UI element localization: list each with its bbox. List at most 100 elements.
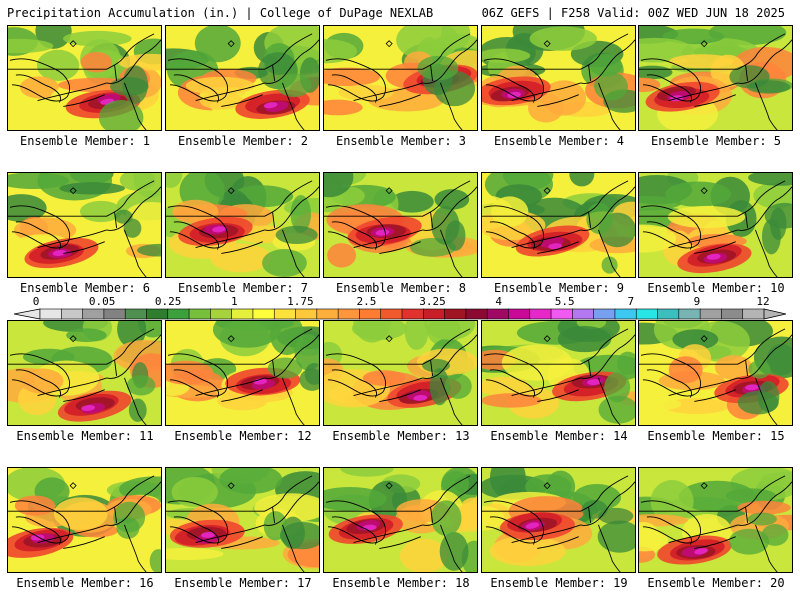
great-lakes-outline: [173, 516, 220, 545]
lake-champlain: [588, 65, 592, 81]
ensemble-member-caption: Ensemble Member: 6: [19, 281, 151, 295]
ensemble-member-map: [481, 320, 636, 426]
coastline: [422, 334, 477, 379]
great-lakes-outline: [37, 229, 107, 248]
ensemble-member-caption: Ensemble Member: 12: [174, 429, 312, 443]
us-canada-border: [324, 475, 471, 512]
precip-contour: [353, 321, 391, 343]
precip-contour: [212, 321, 281, 348]
precip-contour: [399, 538, 448, 572]
great-lakes-outline: [9, 500, 70, 544]
lake-champlain: [430, 507, 434, 523]
precip-contour: [117, 53, 161, 71]
precip-contour: [604, 372, 631, 403]
coastline: [755, 82, 778, 130]
precip-maximum: [201, 531, 215, 538]
us-canada-border: [8, 180, 155, 217]
great-lakes-outline: [15, 369, 62, 398]
color-scale-label: 0.05: [88, 295, 116, 308]
great-lakes-outline: [668, 524, 738, 543]
precip-contour: [439, 532, 469, 571]
great-lakes-outline: [694, 94, 736, 107]
precip-contour: [324, 173, 354, 198]
color-scale-swatch: [657, 308, 680, 320]
ensemble-member-map: [323, 25, 478, 131]
us-canada-border: [482, 33, 629, 70]
great-lakes-outline: [325, 353, 386, 397]
color-scale-swatch: [39, 308, 62, 320]
precip-contour: [262, 249, 307, 277]
great-lakes-outline: [173, 369, 220, 398]
us-canada-border: [324, 328, 471, 365]
great-lakes-outline: [173, 74, 220, 103]
us-canada-border: [639, 475, 786, 512]
precip-contour: [324, 67, 380, 87]
ensemble-member-caption: Ensemble Member: 2: [177, 134, 309, 148]
precip-maximum: [745, 384, 759, 391]
precip-contour: [760, 471, 792, 488]
great-lakes-outline: [640, 205, 701, 249]
color-scale-swatch: [316, 308, 339, 320]
precip-contour: [589, 53, 623, 77]
color-scale-swatch: [529, 308, 552, 320]
color-scale-swatch: [572, 308, 595, 320]
great-lakes-outline: [353, 82, 423, 101]
precip-contour: [639, 224, 677, 253]
color-scale-swatch: [252, 308, 275, 320]
coastline: [737, 39, 792, 84]
great-lakes-outline: [694, 389, 736, 402]
precip-contour: [601, 256, 618, 274]
ensemble-member-caption: Ensemble Member: 19: [490, 576, 628, 590]
color-scale-legend: 0 0.05 0.25 1 1.75 2.5 3.25 4 5.5 7 9 12: [0, 295, 800, 320]
station-marker: [543, 40, 551, 48]
great-lakes-outline: [537, 94, 579, 107]
precip-maximum: [212, 226, 226, 233]
scale-min-arrow: [13, 308, 41, 320]
great-lakes-outline: [694, 536, 736, 549]
precip-contour: [79, 200, 122, 223]
color-scale-swatch: [359, 308, 382, 320]
coastline: [598, 377, 621, 425]
precip-contour: [489, 535, 566, 567]
coastline: [737, 481, 792, 526]
great-lakes-outline: [483, 353, 544, 397]
coastline: [106, 334, 161, 379]
great-lakes-outline: [221, 389, 263, 402]
precip-contour: [639, 397, 682, 411]
color-scale-swatch: [508, 308, 531, 320]
great-lakes-outline: [668, 82, 738, 101]
ensemble-member-caption: Ensemble Member: 9: [493, 281, 625, 295]
great-lakes-outline: [9, 58, 70, 102]
precip-contour: [542, 80, 587, 116]
lake-champlain: [114, 212, 118, 228]
coastline: [737, 334, 792, 379]
ensemble-member-map: [638, 320, 793, 426]
great-lakes-outline: [167, 58, 228, 102]
ensemble-member-caption: Ensemble Member: 5: [650, 134, 782, 148]
precip-contour: [269, 321, 304, 356]
lake-champlain: [430, 360, 434, 376]
station-marker: [385, 40, 393, 48]
precip-maximum: [694, 548, 708, 555]
precip-contour: [650, 480, 694, 523]
color-scale-swatch: [231, 308, 254, 320]
ensemble-member-caption: Ensemble Member: 7: [177, 281, 309, 295]
precip-contour: [482, 393, 542, 408]
precip-contour: [586, 202, 613, 235]
scale-max-arrow: [763, 308, 787, 320]
great-lakes-outline: [489, 369, 536, 398]
color-scale-swatch: [146, 308, 169, 320]
color-scale-swatch: [337, 308, 361, 320]
precip-maximum: [52, 249, 67, 257]
color-scale-label: 0.25: [154, 295, 182, 308]
great-lakes-outline: [195, 377, 265, 396]
color-scale-label: 0: [32, 295, 40, 308]
precip-contour: [166, 547, 224, 561]
station-marker: [227, 40, 235, 48]
precip-contour: [489, 468, 526, 499]
color-scale-swatch: [699, 308, 723, 320]
great-lakes-outline: [15, 221, 62, 250]
color-scale-label: 9: [693, 295, 701, 308]
color-scale-label: 4: [495, 295, 502, 308]
precip-contour: [8, 194, 47, 222]
